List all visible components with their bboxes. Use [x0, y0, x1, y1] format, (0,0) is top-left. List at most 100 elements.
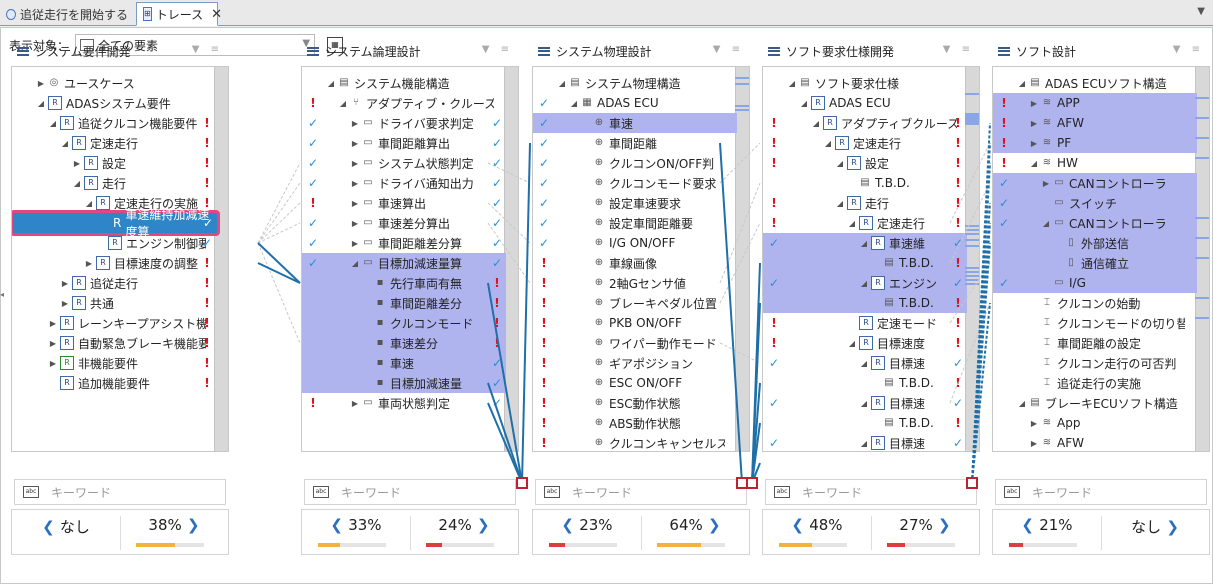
column-menu-icon[interactable]: ▼ ≡	[1172, 44, 1204, 55]
tree-row[interactable]: ◢ R 定速走行の実施!	[12, 193, 216, 213]
tree-row[interactable]: ! ◢ R アダプティブクルーズ!	[763, 113, 967, 133]
keyword-filter[interactable]: abc キーワード	[304, 479, 516, 505]
tree-row[interactable]: ⌶ 追従走行の実施	[993, 373, 1197, 393]
tree-row[interactable]: ✓ ▶ ▭ ドライバ要求判定 ✓	[302, 113, 506, 133]
chevron-right-icon[interactable]: ❯	[1161, 518, 1179, 536]
chevron-left-icon[interactable]: ❮	[42, 518, 60, 536]
chevron-right-icon[interactable]: ❯	[471, 516, 490, 534]
expand-toggle-icon[interactable]: ◢	[339, 98, 347, 108]
tree-row[interactable]: ◢ R 定速走行!	[12, 133, 216, 153]
expand-toggle-icon[interactable]: ◢	[327, 78, 335, 88]
expand-toggle-icon[interactable]: ◢	[1042, 218, 1050, 228]
tree-row[interactable]: ✓ ▶ ▭ 車間距離算出 ✓	[302, 133, 506, 153]
link-node[interactable]	[966, 477, 978, 489]
tree-row[interactable]: ✓ ⊕ クルコンモード要求	[533, 173, 737, 193]
expand-toggle-icon[interactable]: ◢	[1018, 398, 1026, 408]
expand-toggle-icon[interactable]: ▶	[351, 118, 359, 128]
tree-row[interactable]: ✓ ▶ ▭ 車間距離差分算 ✓	[302, 233, 506, 253]
window-menu-icon[interactable]: ▼	[1197, 6, 1205, 17]
expand-toggle-icon[interactable]: ▶	[49, 358, 57, 368]
tree-row[interactable]: ◢ R 追従クルコン機能要件!	[12, 113, 216, 133]
column-menu-icon[interactable]: ▼ ≡	[481, 44, 513, 55]
tree-row[interactable]: ! ▶ ≋ APP	[993, 93, 1197, 113]
tree-row[interactable]: ! ▶ ≋ PF	[993, 133, 1197, 153]
tree-row[interactable]: ⌶ クルコン走行の可否判	[993, 353, 1197, 373]
expand-toggle-icon[interactable]: ▶	[37, 78, 45, 88]
tree-row[interactable]: ▪ 車間距離差分!	[302, 293, 506, 313]
tree-row[interactable]: ! ◢ ≋ HW	[993, 153, 1197, 173]
scrollbar[interactable]	[504, 67, 518, 451]
tree-row[interactable]: ✓ ◢ R 目標速 ✓	[763, 393, 967, 413]
tree-row[interactable]: ✓ ◢ ▦ ADAS ECU	[533, 93, 737, 113]
chevron-right-icon[interactable]: ❯	[181, 516, 200, 534]
tree-row[interactable]: ✓ ◢ R エンジン ✓	[763, 273, 967, 293]
tree-row[interactable]: ! R 定速モード!	[763, 313, 967, 333]
tree-row[interactable]: ! ◢ R 目標速度!	[763, 333, 967, 353]
expand-toggle-icon[interactable]: ◢	[812, 118, 820, 128]
expand-toggle-icon[interactable]: ◢	[570, 98, 578, 108]
expand-toggle-icon[interactable]: ▶	[85, 258, 93, 268]
expand-toggle-icon[interactable]: ◢	[836, 198, 844, 208]
tree-row[interactable]: ! ▶ ▭ 車速算出 ✓	[302, 193, 506, 213]
chevron-left-icon[interactable]: ❮	[330, 516, 349, 534]
tree-row[interactable]: ! ◢ ⑂ アダプティブ・クルーズ	[302, 93, 506, 113]
tree-row[interactable]: ! ⊕ ギアポジション	[533, 353, 737, 373]
tree-row[interactable]: ✓ ▶ ▭ ドライバ通知出力 ✓	[302, 173, 506, 193]
tree-row[interactable]: ▤ T.B.D.!	[763, 253, 967, 273]
tree-row[interactable]: ✓ ▶ ▭ CANコントローラ	[993, 173, 1197, 193]
keyword-filter[interactable]: abc キーワード	[765, 479, 977, 505]
tree-row[interactable]: ▶ ≋ AFW	[993, 433, 1197, 451]
expand-toggle-icon[interactable]: ◢	[85, 198, 93, 208]
tree-row[interactable]: ✓ ◢ R 車速維 ✓	[763, 233, 967, 253]
chevron-left-icon[interactable]: ❮	[791, 516, 810, 534]
tree-row[interactable]: ▶ R 非機能要件!	[12, 353, 216, 373]
tree-row[interactable]: ! ⊕ 2軸Gセンサ値	[533, 273, 737, 293]
tree-row[interactable]: ◢ ▤ ブレーキECUソフト構造	[993, 393, 1197, 413]
keyword-filter[interactable]: abc キーワード	[14, 479, 226, 505]
expand-toggle-icon[interactable]: ◢	[824, 138, 832, 148]
tree-row[interactable]: ◢ ▤ ソフト要求仕様	[763, 73, 967, 93]
tree-row[interactable]: ! ◢ R 走行!	[763, 193, 967, 213]
tree-row[interactable]: ✓ ⊕ 車間距離	[533, 133, 737, 153]
expand-toggle-icon[interactable]: ◢	[860, 238, 868, 248]
scrollbar[interactable]	[1195, 67, 1209, 451]
tree-row[interactable]: ! ⊕ PKB ON/OFF	[533, 313, 737, 333]
expand-toggle-icon[interactable]: ▶	[73, 158, 81, 168]
tree-row[interactable]: ! ⊕ 車線画像	[533, 253, 737, 273]
trace-tree[interactable]: ◢ ▤ システム物理構造 ✓ ◢ ▦ ADAS ECU ✓ ⊕ 車速 ✓ ⊕ 車間距離 ✓ ⊕ クルコンON/…	[532, 66, 750, 452]
expand-toggle-icon[interactable]: ◢	[860, 398, 868, 408]
tree-row[interactable]: ! ◢ R 定速走行!	[763, 213, 967, 233]
tree-row[interactable]: ! ⊕ ワイパー動作モード	[533, 333, 737, 353]
tree-row[interactable]: ▤ T.B.D.!	[763, 413, 967, 433]
expand-toggle-icon[interactable]: ◢	[836, 158, 844, 168]
chevron-left-icon[interactable]: ❮	[1021, 516, 1040, 534]
tree-row[interactable]: ⌶ クルコンモードの切り替	[993, 313, 1197, 333]
tree-row[interactable]: ! ⊕ ESC動作状態	[533, 393, 737, 413]
expand-toggle-icon[interactable]: ◢	[860, 438, 868, 448]
tree-row[interactable]: ◢ R ADAS ECU	[763, 93, 967, 113]
chevron-left-icon[interactable]: ❮	[561, 516, 580, 534]
tree-row[interactable]: ⌶ クルコンの始動	[993, 293, 1197, 313]
tree-row[interactable]: ◢ ▤ システム機能構造	[302, 73, 506, 93]
tab-follow-start[interactable]: 追従走行を開始する	[0, 2, 134, 26]
expand-toggle-icon[interactable]: ◢	[49, 118, 57, 128]
expand-toggle-icon[interactable]: ▶	[351, 138, 359, 148]
tree-row[interactable]: ▶ R 目標速度の調整!	[12, 253, 216, 273]
expand-toggle-icon[interactable]: ▶	[1030, 138, 1038, 148]
tree-row[interactable]: ✓ ⊕ I/G ON/OFF	[533, 233, 737, 253]
scrollbar[interactable]	[735, 67, 749, 451]
link-node[interactable]	[746, 477, 758, 489]
expand-toggle-icon[interactable]: ◢	[61, 138, 69, 148]
keyword-filter[interactable]: abc キーワード	[995, 479, 1207, 505]
expand-toggle-icon[interactable]: ▶	[1030, 98, 1038, 108]
tree-row[interactable]: ✓ ⊕ 設定車間距離要	[533, 213, 737, 233]
tree-row[interactable]: R 追加機能要件!	[12, 373, 216, 393]
tree-row[interactable]: ✓ ◢ ▭ CANコントローラ	[993, 213, 1197, 233]
expand-toggle-icon[interactable]: ◢	[37, 98, 45, 108]
expand-toggle-icon[interactable]: ▶	[61, 298, 69, 308]
tree-row[interactable]: ✓ ◢ R 目標速 ✓	[763, 433, 967, 451]
tree-row[interactable]: ⌶ 車間距離の設定	[993, 333, 1197, 353]
tree-row[interactable]: ▶ R 設定!	[12, 153, 216, 173]
tree-row[interactable]: ✓ ◢ R 目標速 ✓	[763, 353, 967, 373]
expand-toggle-icon[interactable]: ▶	[351, 158, 359, 168]
